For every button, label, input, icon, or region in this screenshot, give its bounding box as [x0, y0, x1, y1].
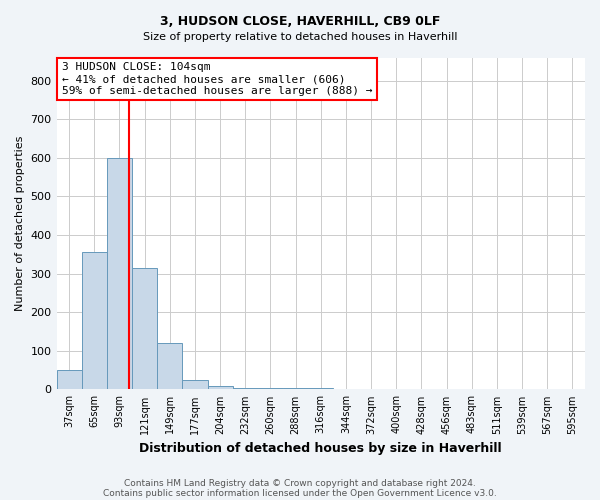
Bar: [107, 158, 132, 390]
Y-axis label: Number of detached properties: Number of detached properties: [15, 136, 25, 311]
Text: Contains public sector information licensed under the Open Government Licence v3: Contains public sector information licen…: [103, 488, 497, 498]
Text: Size of property relative to detached houses in Haverhill: Size of property relative to detached ho…: [143, 32, 457, 42]
Bar: [258, 388, 283, 390]
Bar: [233, 388, 258, 390]
Bar: [308, 388, 334, 390]
Bar: [157, 343, 182, 390]
Bar: [82, 252, 107, 390]
Text: 3, HUDSON CLOSE, HAVERHILL, CB9 0LF: 3, HUDSON CLOSE, HAVERHILL, CB9 0LF: [160, 15, 440, 28]
X-axis label: Distribution of detached houses by size in Haverhill: Distribution of detached houses by size …: [139, 442, 502, 455]
Text: Contains HM Land Registry data © Crown copyright and database right 2024.: Contains HM Land Registry data © Crown c…: [124, 478, 476, 488]
Bar: [283, 388, 308, 390]
Bar: [182, 380, 208, 390]
Text: 3 HUDSON CLOSE: 104sqm
← 41% of detached houses are smaller (606)
59% of semi-de: 3 HUDSON CLOSE: 104sqm ← 41% of detached…: [62, 62, 373, 96]
Bar: [132, 268, 157, 390]
Bar: [56, 370, 82, 390]
Bar: [208, 386, 233, 390]
